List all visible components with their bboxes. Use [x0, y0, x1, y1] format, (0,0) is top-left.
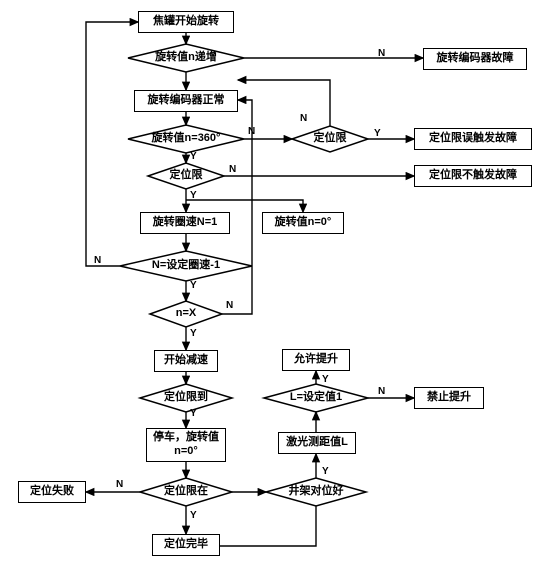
- edge-label-l7: Y: [190, 190, 197, 201]
- edge-label-l6: N: [229, 164, 236, 175]
- node-enc_ok: 旋转编码器正常: [134, 90, 238, 112]
- edge-label-l10: Y: [190, 328, 197, 339]
- node-forbid_up: 禁止提升: [414, 387, 484, 409]
- node-allow_up: 允许提升: [282, 349, 350, 371]
- edge-label-l3: N: [300, 113, 307, 124]
- node-d_limit_arr-label: 定位限到: [140, 391, 232, 404]
- edge-label-l9: N: [94, 255, 101, 266]
- node-d_limit2-label: 定位限: [148, 169, 224, 182]
- edge-label-l13: Y: [322, 374, 329, 385]
- node-d_nx-label: n=X: [150, 307, 222, 320]
- edge-label-l16: Y: [190, 510, 197, 521]
- node-d_L_set-label: L=设定值1: [264, 391, 368, 404]
- edge-label-l14: N: [378, 386, 385, 397]
- node-stop_n0: 停车，旋转值n=0°: [146, 428, 226, 462]
- edge-label-l11: N: [226, 300, 233, 311]
- node-limit_no: 定位限不触发故障: [414, 165, 532, 187]
- node-pos_fail: 定位失败: [18, 481, 86, 503]
- node-d_limit1-label: 定位限: [292, 132, 368, 145]
- node-d_n_inc-label: 旋转值n递增: [128, 51, 244, 64]
- edge-label-l17: Y: [322, 466, 329, 477]
- node-laser: 激光测距值L: [278, 432, 356, 454]
- node-limit_err: 定位限误触发故障: [414, 128, 532, 150]
- edge-label-l5: Y: [190, 151, 197, 162]
- node-d_set_1-label: N=设定圈速-1: [120, 259, 252, 272]
- edge-label-l12: Y: [190, 408, 197, 419]
- node-d_align-label: 井架对位好: [266, 485, 366, 498]
- edge-label-l8: Y: [190, 280, 197, 291]
- node-n_zero_1: 旋转值n=0°: [262, 212, 344, 234]
- edge-label-l1: N: [378, 48, 385, 59]
- edge-label-l15: N: [116, 479, 123, 490]
- node-start: 焦罐开始旋转: [138, 11, 234, 33]
- node-decel: 开始减速: [154, 350, 218, 372]
- edge-label-l4: Y: [374, 128, 381, 139]
- node-pos_done: 定位完毕: [152, 534, 220, 556]
- node-d_limit3-label: 定位限在: [140, 485, 232, 498]
- node-d_n360-label: 旋转值n=360°: [128, 132, 244, 145]
- node-enc_fault: 旋转编码器故障: [423, 48, 527, 70]
- node-n_eq_1: 旋转圈速N=1: [140, 212, 230, 234]
- edge-label-l2: N: [248, 126, 255, 137]
